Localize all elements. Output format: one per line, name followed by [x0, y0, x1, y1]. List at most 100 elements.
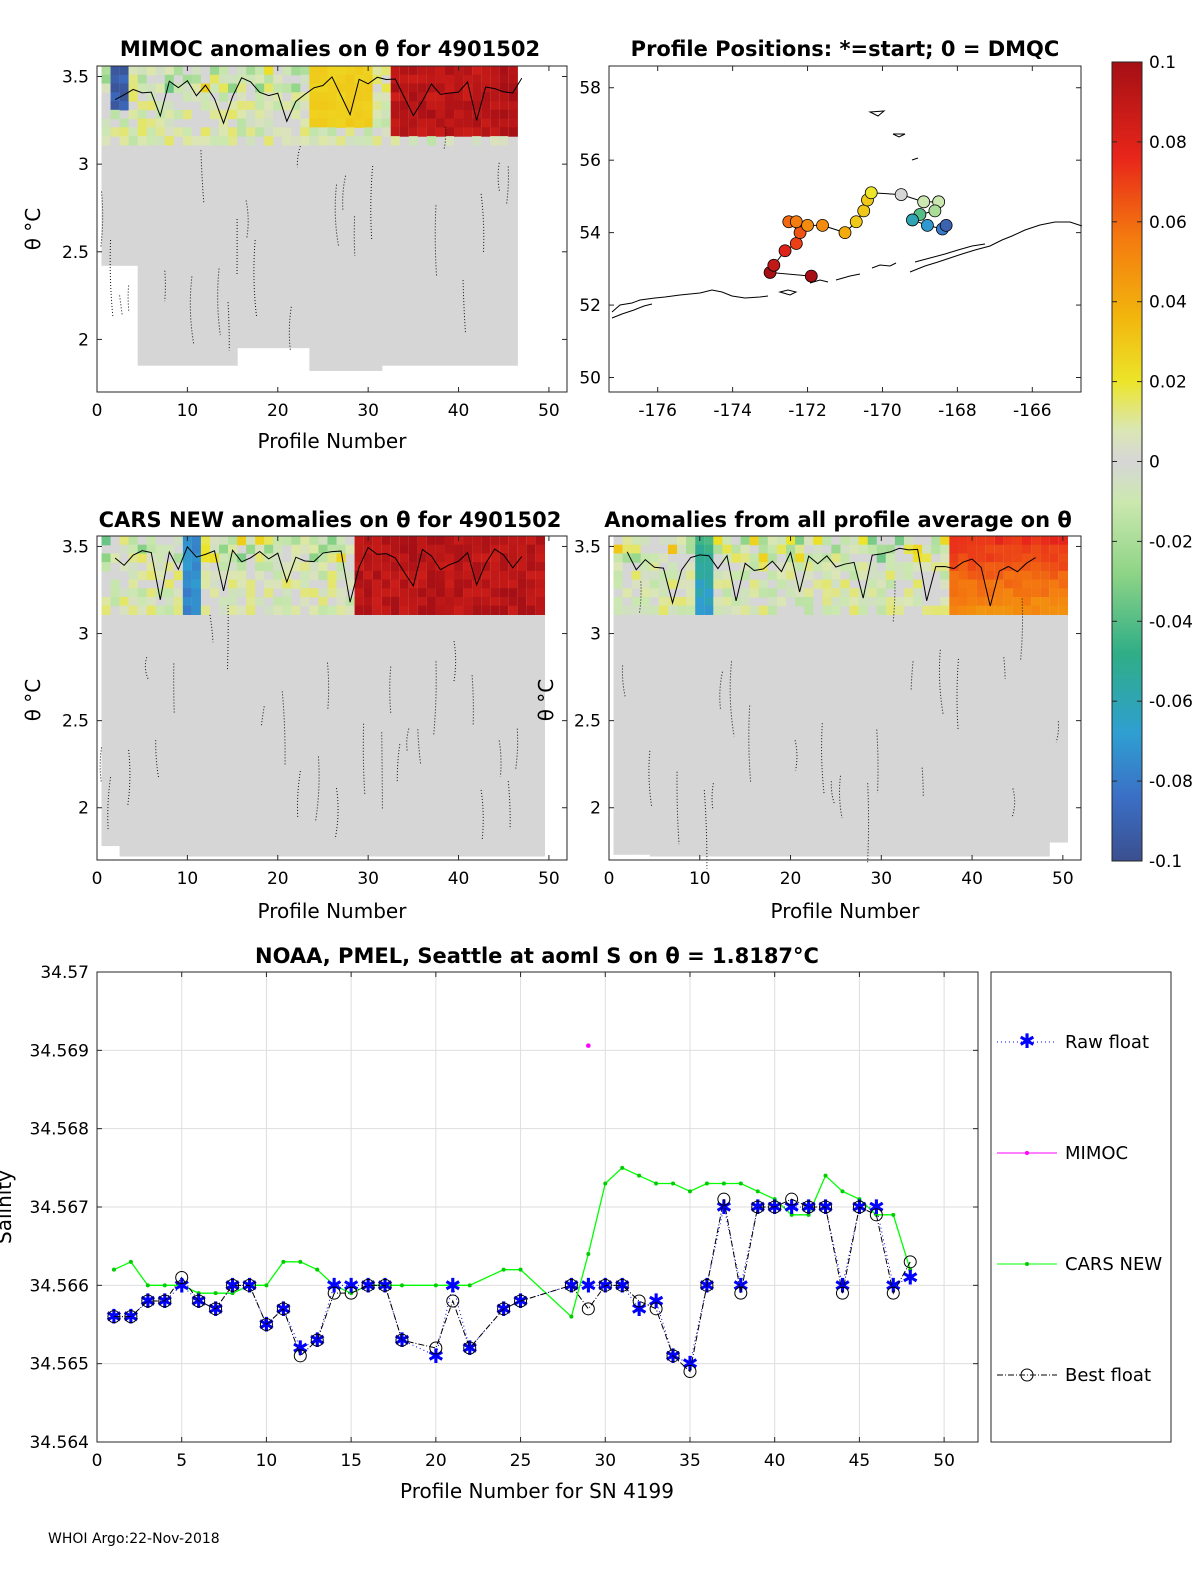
cars-axes-box [96, 535, 568, 861]
heatmap-cell [1003, 588, 1014, 598]
heatmap-cell [146, 127, 157, 137]
heatmap-cell [668, 579, 678, 589]
heatmap-cell [264, 553, 274, 563]
heatmap-cell [327, 588, 338, 598]
heatmap-cell [731, 553, 742, 563]
best-float-point [852, 1200, 866, 1214]
mimoc-ylabel: θ °C [21, 208, 45, 251]
avg-plot-xtick-label: 40 [961, 869, 983, 889]
heatmap-cell [731, 605, 742, 615]
heatmap-column [309, 536, 320, 857]
heatmap-cell [354, 553, 365, 563]
heatmap-cell [345, 66, 356, 76]
heatmap-cell [722, 588, 733, 598]
heatmap-cell [913, 579, 923, 589]
contour-line [621, 665, 626, 698]
heatmap-cell [291, 544, 301, 555]
heatmap-cell [749, 562, 760, 572]
heatmap-cell [994, 596, 1005, 607]
heatmap-cell [228, 536, 238, 546]
positions-xtick-label: -174 [713, 401, 752, 421]
heatmap-cell [508, 101, 518, 111]
heatmap-cell [164, 562, 175, 572]
heatmap-cell [291, 109, 301, 120]
heatmap-cell [237, 127, 247, 137]
heatmap-cell [300, 74, 311, 85]
colorbar-tick-label: -0.04 [1149, 612, 1193, 632]
heatmap-cell [840, 562, 851, 572]
cars-new-point [196, 1291, 201, 1296]
heatmap-cell [309, 553, 320, 563]
heatmap-cell [345, 92, 356, 102]
heatmap-column [237, 536, 247, 857]
heatmap-cell [426, 101, 437, 111]
best-float-point [378, 1278, 392, 1292]
heatmap-cell [390, 544, 401, 555]
heatmap-cell [435, 570, 446, 581]
heatmap-cell [119, 605, 130, 615]
heatmap-cell [1012, 588, 1023, 598]
heatmap-cell [426, 92, 437, 102]
heatmap-cell [867, 536, 878, 546]
heatmap-cell [985, 605, 996, 615]
heatmap-cell [372, 101, 383, 111]
heatmap-cell [740, 570, 751, 581]
heatmap-cell [713, 605, 724, 615]
heatmap-cell [876, 588, 887, 598]
heatmap-column [822, 536, 832, 857]
cars-new-point [450, 1283, 455, 1288]
heatmap-cell [931, 605, 941, 615]
heatmap-cell [264, 66, 274, 76]
heatmap-cell [1003, 536, 1014, 546]
heatmap-cell [1022, 536, 1032, 546]
heatmap-cell [155, 127, 166, 137]
profile-position-marker [849, 215, 863, 229]
heatmap-cell [704, 605, 714, 615]
heatmap-cell [526, 596, 536, 607]
heatmap-cell [840, 553, 851, 563]
heatmap-cell [958, 605, 969, 615]
heatmap-cell [472, 118, 482, 128]
heatmap-cell [1022, 544, 1032, 555]
heatmap-cell [119, 66, 130, 76]
positions-title: Profile Positions: *=start; 0 = DMQC [631, 37, 1060, 61]
heatmap-cell [101, 118, 112, 128]
heatmap-cell [327, 544, 338, 555]
heatmap-cell [481, 588, 491, 598]
heatmap-cell [408, 536, 419, 546]
heatmap-cell [976, 536, 987, 546]
heatmap-cell [1022, 553, 1032, 563]
heatmap-cell [949, 588, 960, 598]
heatmap-cell [631, 570, 642, 581]
heatmap-cell [976, 596, 987, 607]
heatmap-cell [517, 570, 527, 581]
heatmap-cell [749, 553, 760, 563]
heatmap-column [408, 66, 419, 366]
heatmap-cell [435, 588, 446, 598]
contour-line [703, 790, 708, 869]
heatmap-cell [949, 562, 960, 572]
heatmap-cell [255, 74, 265, 85]
heatmap-cell [985, 596, 996, 607]
best-float-point [632, 1294, 646, 1308]
heatmap-cell [849, 544, 860, 555]
best-float-point [327, 1286, 341, 1300]
heatmap-cell [155, 118, 166, 128]
heatmap-cell [444, 570, 455, 581]
heatmap-cell [209, 109, 220, 120]
heatmap-cell [363, 562, 374, 572]
cars-new-point [687, 1189, 692, 1194]
heatmap-cell [1031, 579, 1041, 589]
coastline [611, 110, 1083, 319]
heatmap-column [867, 536, 878, 857]
dot-marker-icon [1025, 1151, 1029, 1155]
heatmap-cell [191, 92, 202, 102]
heatmap-column [128, 66, 139, 266]
heatmap-cell [454, 544, 464, 555]
heatmap-cell [264, 118, 274, 128]
heatmap-cell [363, 136, 374, 146]
heatmap-cell [454, 109, 464, 120]
heatmap-column [191, 536, 202, 857]
heatmap-cell [822, 605, 832, 615]
mimoc-plot-xtick-label: 20 [267, 401, 289, 421]
